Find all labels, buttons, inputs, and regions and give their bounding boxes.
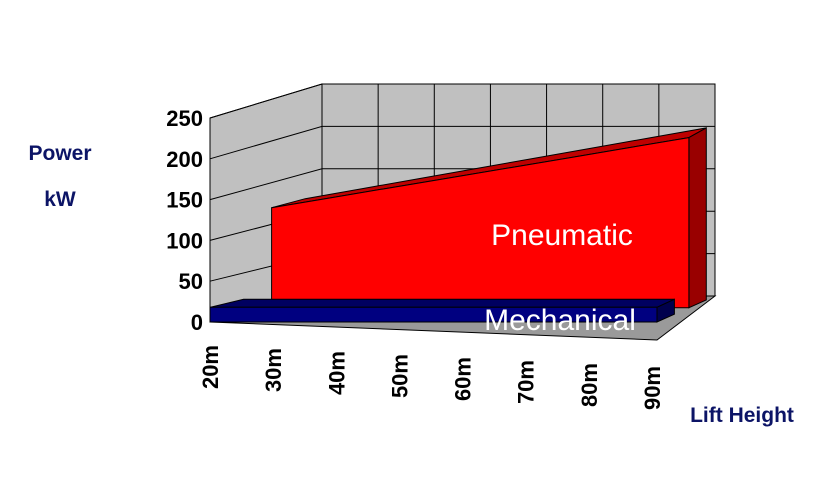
pneumatic-front (271, 137, 690, 309)
x-tick-label: 70m (514, 360, 539, 404)
mechanical-series (209, 298, 675, 323)
x-tick-label: 40m (324, 351, 349, 395)
x-tick-label: 30m (261, 348, 286, 392)
series-label-mechanical: Mechanical (484, 304, 636, 337)
pneumatic-side (688, 127, 707, 309)
y-tick-label: 0 (191, 310, 203, 335)
mechanical-front (209, 306, 658, 323)
x-tick-label: 50m (387, 354, 412, 398)
x-tick-label: 20m (198, 345, 223, 389)
x-tick-label: 90m (640, 366, 665, 410)
y-tick-label: 150 (166, 188, 203, 213)
y-tick-label: 250 (166, 106, 203, 131)
pneumatic-series (271, 127, 707, 309)
y-tick-label: 50 (179, 269, 203, 294)
y-axis-title-line1: Power (28, 142, 91, 165)
x-tick-label: 60m (451, 357, 476, 401)
x-axis-ticks: 20m 30m 40m 50m 60m 70m 80m 90m (198, 345, 665, 410)
x-axis-title: Lift Height (690, 404, 794, 427)
x-tick-label: 80m (577, 363, 602, 407)
y-tick-label: 200 (166, 147, 203, 172)
series-label-pneumatic: Pneumatic (491, 219, 633, 252)
y-axis-ticks: 0 50 100 150 200 250 (166, 106, 203, 335)
y-tick-label: 100 (166, 228, 203, 253)
y-axis-title-line2: kW (44, 188, 76, 211)
